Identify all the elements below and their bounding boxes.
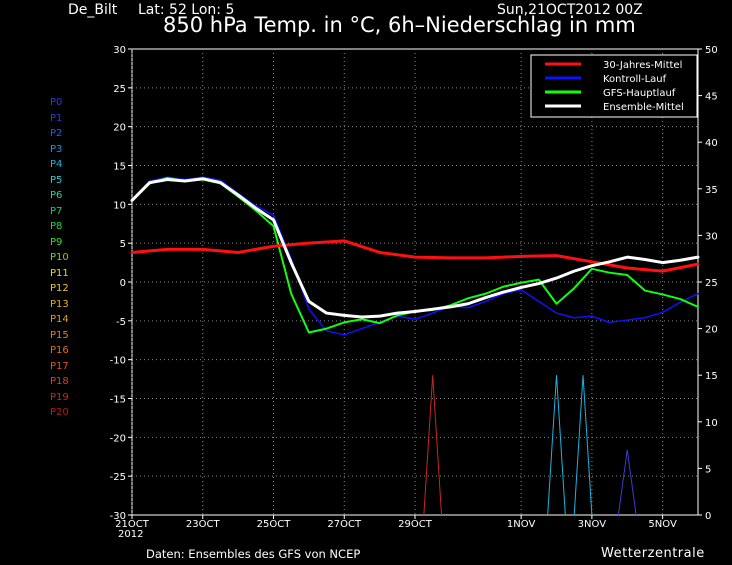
x-tick-label-3: 27OCT [327,519,362,530]
y-tick-label-11: -25 [110,472,126,483]
member-label-p10: P10 [50,252,69,263]
y-tick-label-2: 20 [113,123,126,134]
x-tick-label-6: 3NOV [578,519,607,530]
member-label-p3: P3 [50,143,63,155]
data-source: Daten: Ensembles des GFS von NCEP [146,547,361,561]
legend-label-2: GFS-Hauptlauf [603,88,676,99]
y2-tick-label-2: 40 [705,138,718,149]
member-label-p9: P9 [50,236,63,248]
y-tick-label-0: 30 [113,45,126,56]
member-label-p12: P12 [50,283,69,294]
member-label-p8: P8 [50,221,63,232]
y-tick-label-7: -5 [116,317,126,328]
x-tick-label-7: 5NOV [648,519,677,530]
member-label-p5: P5 [50,174,63,186]
y2-tick-label-6: 20 [705,325,718,336]
y-tick-label-3: 15 [113,162,126,173]
x-tick-label-1: 23OCT [186,519,221,530]
run-time: Sun,21OCT2012 00Z [497,2,643,18]
member-label-p0: P0 [50,97,63,108]
ensemble-mean-line [130,177,700,319]
legend-label-1: Kontroll-Lauf [603,74,667,85]
member-label-p19: P19 [50,391,69,403]
precip-spike-0 [423,375,443,516]
y2-tick-label-9: 5 [705,464,711,475]
member-label-p7: P7 [50,205,63,217]
y2-tick-label-3: 35 [705,185,718,196]
x-tick-label-2: 25OCT [257,519,292,530]
member-list: P0 P1 P2 P3 P4 P5 P6 P7 P8 P9 P10 P11 P12 P13 P14 P15 P1… [50,95,69,421]
member-label-p15: P15 [50,329,69,341]
y-tick-label-10: -20 [110,433,126,444]
station-name: De_Bilt [68,2,118,18]
member-label-p13: P13 [50,298,69,310]
member-label-p6: P6 [50,190,63,201]
member-label-p18: P18 [50,376,69,387]
member-label-p1: P1 [50,112,63,124]
member-label-p11: P11 [50,267,69,279]
member-label-p20: P20 [50,407,69,418]
precip-spike-3 [617,449,637,516]
y2-tick-label-1: 45 [705,92,718,103]
y2-tick-label-7: 15 [705,371,718,382]
y-tick-label-8: -10 [110,356,126,367]
y-tick-label-12: -30 [110,511,126,522]
chart-title: 850 hPa Temp. in °C, 6h–Niederschlag in … [163,13,636,37]
y-tick-label-5: 5 [120,239,126,250]
member-label-p16: P16 [50,345,69,356]
y2-tick-label-4: 30 [705,231,718,242]
x-tick-label-0: 21OCT [115,519,150,530]
y2-tick-label-8: 10 [705,418,718,429]
x-tick-label-4: 29OCT [398,519,433,530]
member-label-p2: P2 [50,128,63,139]
member-label-p17: P17 [50,360,69,372]
precip-spike-2 [573,375,593,516]
y-tick-label-1: 25 [113,84,126,95]
x-tick-label-5: 1NOV [507,519,536,530]
legend-label-0: 30-Jahres-Mittel [603,60,682,71]
member-label-p14: P14 [50,314,69,325]
y-tick-label-6: 0 [120,278,126,289]
y2-tick-label-10: 0 [705,511,711,522]
brand-label: Wetterzentrale [601,546,705,561]
y-tick-label-4: 10 [113,200,126,211]
start-year: 2012 [118,529,144,540]
precip-spike-1 [547,375,566,516]
y2-tick-label-0: 50 [705,45,718,56]
legend-label-3: Ensemble-Mittel [603,102,684,113]
control-run-line [131,176,699,336]
y-tick-label-9: -15 [110,395,126,406]
member-label-p4: P4 [50,159,63,170]
y2-tick-label-5: 25 [705,278,718,289]
lat-lon: Lat: 52 Lon: 5 [138,2,235,18]
